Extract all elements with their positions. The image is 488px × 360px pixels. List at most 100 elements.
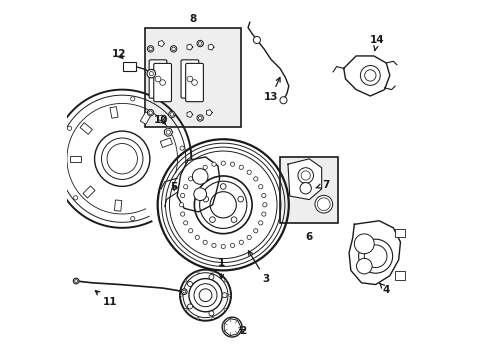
Circle shape [208, 275, 213, 279]
Circle shape [187, 282, 192, 287]
Polygon shape [206, 110, 212, 116]
Circle shape [183, 290, 185, 293]
Text: 5: 5 [170, 182, 177, 192]
Circle shape [220, 184, 225, 189]
Bar [80, 123, 92, 134]
Circle shape [222, 317, 242, 337]
Bar [145, 28, 241, 127]
Circle shape [191, 80, 197, 85]
Bar [83, 186, 95, 198]
Circle shape [188, 279, 222, 312]
Circle shape [94, 131, 149, 186]
Text: 4: 4 [379, 283, 389, 295]
Circle shape [183, 185, 187, 189]
Circle shape [198, 42, 202, 45]
Circle shape [184, 309, 186, 311]
Circle shape [224, 280, 226, 282]
Circle shape [197, 115, 203, 121]
Polygon shape [164, 128, 172, 136]
Circle shape [107, 144, 137, 174]
Bar [122, 62, 135, 71]
Circle shape [253, 177, 257, 181]
Circle shape [297, 168, 313, 183]
Text: 9: 9 [0, 359, 1, 360]
Circle shape [187, 304, 192, 309]
Circle shape [230, 162, 234, 166]
Circle shape [183, 273, 227, 318]
Circle shape [224, 309, 226, 311]
Circle shape [364, 70, 375, 81]
Circle shape [180, 270, 230, 321]
Circle shape [194, 284, 217, 307]
Circle shape [364, 245, 386, 267]
Circle shape [258, 185, 263, 189]
Bar [394, 271, 404, 280]
Circle shape [180, 212, 184, 216]
Circle shape [203, 165, 207, 170]
Circle shape [168, 111, 175, 118]
Circle shape [301, 171, 310, 180]
Text: 13: 13 [264, 77, 280, 102]
Circle shape [195, 170, 199, 174]
FancyBboxPatch shape [181, 60, 198, 98]
Bar [114, 200, 122, 211]
Polygon shape [287, 159, 321, 199]
Circle shape [198, 116, 202, 120]
Circle shape [160, 80, 165, 85]
Circle shape [253, 229, 257, 233]
Bar [140, 112, 151, 124]
Circle shape [148, 111, 152, 114]
Circle shape [130, 216, 135, 221]
Circle shape [73, 278, 79, 284]
Polygon shape [343, 56, 389, 96]
Circle shape [197, 271, 199, 273]
Circle shape [261, 212, 265, 216]
Circle shape [211, 317, 214, 319]
Text: 12: 12 [111, 49, 126, 59]
Polygon shape [186, 111, 192, 117]
Circle shape [230, 243, 234, 248]
Text: 14: 14 [369, 35, 384, 51]
Circle shape [211, 162, 216, 166]
Circle shape [231, 217, 236, 222]
Circle shape [75, 280, 78, 283]
Text: 6: 6 [305, 232, 312, 242]
Circle shape [314, 195, 332, 213]
Circle shape [180, 146, 184, 150]
Circle shape [193, 188, 206, 201]
Circle shape [188, 177, 192, 181]
Circle shape [192, 168, 207, 184]
Text: 7: 7 [316, 180, 328, 189]
Circle shape [246, 235, 251, 239]
Circle shape [155, 76, 161, 82]
Circle shape [356, 258, 371, 274]
Circle shape [67, 126, 72, 130]
Polygon shape [208, 44, 214, 50]
Circle shape [261, 193, 265, 198]
Circle shape [147, 46, 153, 52]
Circle shape [279, 97, 286, 104]
Circle shape [210, 192, 236, 218]
Circle shape [203, 240, 207, 244]
Bar [279, 157, 338, 222]
Circle shape [221, 161, 225, 165]
Circle shape [246, 170, 251, 174]
Circle shape [157, 139, 288, 270]
Circle shape [171, 47, 175, 51]
Bar [110, 107, 118, 118]
Polygon shape [158, 41, 164, 46]
Circle shape [360, 66, 380, 85]
Text: 2: 2 [239, 326, 246, 336]
Circle shape [149, 72, 153, 76]
Polygon shape [158, 115, 164, 121]
Circle shape [187, 76, 192, 82]
Circle shape [130, 97, 135, 101]
Circle shape [222, 293, 226, 298]
Circle shape [253, 36, 260, 44]
Circle shape [179, 203, 183, 207]
Circle shape [300, 183, 311, 194]
Circle shape [197, 40, 203, 47]
Circle shape [194, 176, 252, 234]
Polygon shape [186, 44, 192, 50]
Text: 10: 10 [154, 115, 168, 125]
